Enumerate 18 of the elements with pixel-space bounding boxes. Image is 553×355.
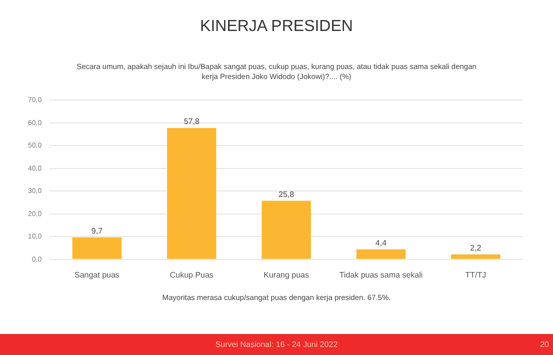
text: Survei Nasional: 16 - 24 Juni 2022 [215,340,338,349]
data-label: 2,2 [470,244,482,253]
x-tick-label: TT/TJ [465,270,486,280]
x-tick-label: Cukup Puas [170,270,214,280]
data-label: 25,8 [278,190,295,199]
data-label: 4,4 [375,238,388,248]
bar [262,200,311,259]
bar [167,128,216,259]
data-label: 57,8 [184,117,200,126]
bar [451,254,500,259]
x-tick-label: Sangat puas [74,270,120,280]
x-tick-label: Tidak puas sama sekali [339,270,423,280]
x-tick-label: Kurang puas [264,270,309,280]
data-label: 9,7 [91,226,104,236]
bar [72,237,122,259]
bar [356,249,406,259]
text: 20 [540,340,549,349]
chart-title: KINERJA PRESIDEN [199,18,354,36]
